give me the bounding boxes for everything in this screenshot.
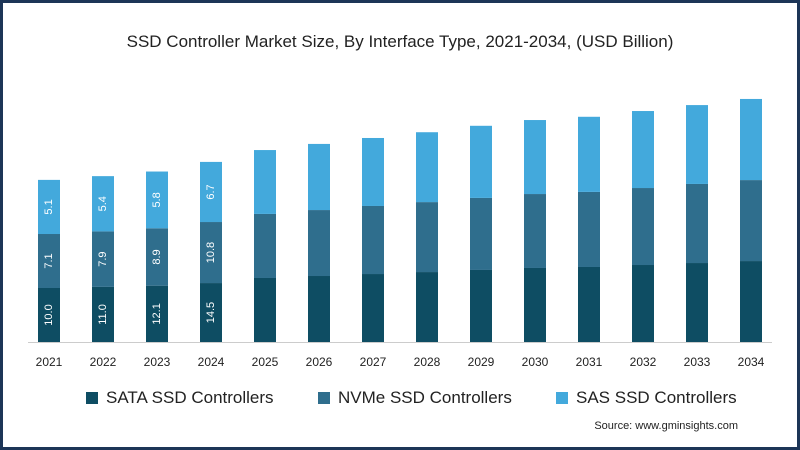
bar-segment-sas-2029: [470, 125, 492, 198]
bar-segment-sas-2028: [416, 132, 438, 203]
data-label: 10.8: [205, 242, 217, 263]
x-tick-label: 2025: [252, 355, 279, 369]
x-tick-label: 2030: [522, 355, 549, 369]
bar-segment-nvme-2034: [740, 180, 762, 262]
bar-segment-sas-2033: [686, 105, 708, 184]
bar-segment-sata-2029: [470, 269, 492, 342]
bar-segment-sata-2024: [200, 283, 222, 342]
chart-title: SSD Controller Market Size, By Interface…: [126, 32, 674, 51]
legend-label: NVMe SSD Controllers: [338, 388, 512, 407]
bar-segment-nvme-2029: [470, 197, 492, 270]
bar-segment-sas-2025: [254, 150, 276, 214]
legend-swatch-nvme: [318, 392, 330, 404]
bar-segment-sas-2024: [200, 161, 222, 223]
legend-label: SATA SSD Controllers: [106, 388, 274, 407]
bar-segment-sata-2026: [308, 276, 330, 342]
x-tick-label: 2034: [738, 355, 765, 369]
x-tick-label: 2026: [306, 355, 333, 369]
bar-segment-nvme-2030: [524, 194, 546, 268]
legend-label: SAS SSD Controllers: [576, 388, 737, 407]
x-tick-label: 2021: [36, 355, 63, 369]
x-tick-label: 2023: [144, 355, 171, 369]
bar-segment-sas-2022: [92, 176, 114, 232]
bar-segment-sas-2027: [362, 137, 384, 206]
bar-segment-sata-2028: [416, 272, 438, 342]
bar-segment-sas-2026: [308, 143, 330, 211]
data-label: 7.9: [97, 251, 109, 266]
x-tick-label: 2033: [684, 355, 711, 369]
bar-segment-nvme-2028: [416, 202, 438, 273]
source-note: Source: www.gminsights.com: [594, 420, 738, 432]
x-tick-label: 2022: [90, 355, 117, 369]
legend-item-sas: SAS SSD Controllers: [556, 388, 737, 408]
x-tick-label: 2032: [630, 355, 657, 369]
x-tick-label: 2027: [360, 355, 387, 369]
bar-segment-sata-2032: [632, 265, 654, 342]
bar-segment-sata-2022: [92, 286, 114, 342]
bar-segment-nvme-2024: [200, 222, 222, 284]
bar-segment-nvme-2023: [146, 228, 168, 286]
bar-segment-nvme-2025: [254, 213, 276, 278]
bar-segment-nvme-2033: [686, 183, 708, 264]
data-label: 5.8: [151, 192, 163, 207]
bar-segment-sata-2031: [578, 266, 600, 342]
data-label: 14.5: [205, 302, 217, 323]
bar-segment-sata-2034: [740, 261, 762, 342]
data-label: 5.4: [97, 196, 109, 211]
legend-item-nvme: NVMe SSD Controllers: [318, 388, 512, 408]
bar-segment-sata-2021: [38, 288, 60, 342]
bar-segment-nvme-2032: [632, 188, 654, 266]
data-label: 11.0: [97, 304, 109, 325]
bar-segment-sas-2034: [740, 98, 762, 181]
bar-segment-sata-2027: [362, 274, 384, 342]
bar-segment-nvme-2026: [308, 210, 330, 277]
x-tick-label: 2024: [198, 355, 225, 369]
bar-segment-sata-2033: [686, 263, 708, 342]
data-label: 5.1: [43, 199, 55, 214]
legend-swatch-sata: [86, 392, 98, 404]
bar-segment-nvme-2031: [578, 191, 600, 267]
bar-segment-nvme-2027: [362, 205, 384, 275]
bar-segment-sas-2031: [578, 116, 600, 192]
bar-segment-sas-2030: [524, 120, 546, 195]
data-label: 7.1: [43, 253, 55, 268]
bar-segment-sata-2023: [146, 285, 168, 342]
bar-segment-sas-2023: [146, 171, 168, 229]
data-label: 6.7: [205, 184, 217, 199]
x-tick-label: 2031: [576, 355, 603, 369]
data-label: 12.1: [151, 303, 163, 324]
legend-item-sata: SATA SSD Controllers: [86, 388, 274, 408]
x-tick-label: 2028: [414, 355, 441, 369]
bar-segment-sas-2021: [38, 179, 60, 235]
x-tick-label: 2029: [468, 355, 495, 369]
bar-segment-sata-2030: [524, 267, 546, 342]
data-label: 8.9: [151, 249, 163, 264]
data-label: 10.0: [43, 304, 55, 325]
bar-segment-nvme-2022: [92, 231, 114, 287]
bar-segment-nvme-2021: [38, 234, 60, 288]
bar-segment-sata-2025: [254, 277, 276, 342]
legend-swatch-sas: [556, 392, 568, 404]
bar-segment-sas-2032: [632, 111, 654, 189]
